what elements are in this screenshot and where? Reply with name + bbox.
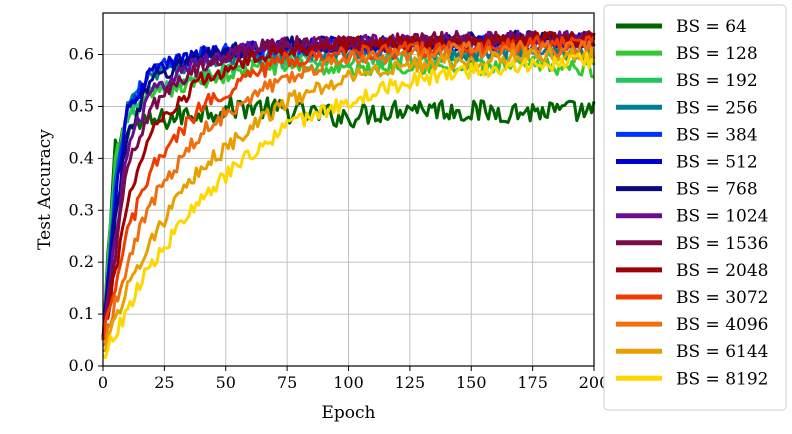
series-line: [101, 95, 596, 341]
x-axis-label: Epoch: [322, 403, 376, 423]
legend-label: BS = 128: [676, 44, 758, 64]
legend-label: BS = 64: [676, 17, 747, 37]
legend-label: BS = 1024: [676, 207, 768, 227]
y-tick-label: 0.2: [69, 252, 94, 271]
plot-frame: [102, 12, 595, 367]
legend-label: BS = 3072: [676, 288, 768, 308]
x-tick-label: 0: [98, 373, 108, 392]
series-line: [101, 30, 596, 341]
x-tick-label: 125: [395, 373, 426, 392]
axes-layer: 0 25 50 75 100 125 150 175 200 0.0 0.1 0.2 0.3 0.4 0.5…: [35, 12, 610, 423]
x-tick-label: 175: [517, 373, 548, 392]
x-tick-label: 200: [579, 373, 610, 392]
y-tick-label: 0.3: [69, 200, 94, 219]
x-tick-label: 100: [333, 373, 364, 392]
series-line: [102, 46, 596, 353]
x-tick-label: 75: [277, 373, 297, 392]
x-tick-label: 150: [456, 373, 487, 392]
legend-label: BS = 4096: [676, 315, 768, 335]
legend-label: BS = 384: [676, 125, 758, 145]
series-line: [102, 40, 596, 347]
x-tick-label: 50: [216, 373, 236, 392]
y-axis-label: Test Accuracy: [35, 129, 55, 250]
y-tick-label: 0.5: [69, 96, 94, 115]
series-layer: [101, 29, 596, 359]
legend-label: BS = 768: [676, 180, 758, 200]
series-line: [102, 51, 596, 359]
y-tick-label: 0.4: [69, 148, 94, 167]
legend-label: BS = 8192: [676, 369, 768, 389]
x-tick-label: 25: [154, 373, 174, 392]
legend-label: BS = 256: [676, 98, 758, 118]
y-tick-label: 0.1: [69, 304, 94, 323]
y-tick-label: 0.0: [69, 356, 94, 375]
y-tick-label: 0.6: [69, 45, 94, 64]
legend-label: BS = 192: [676, 71, 758, 91]
legend-label: BS = 1536: [676, 234, 768, 254]
legend: BS = 64 BS = 128 BS = 192 BS = 256 BS = 384 B…: [603, 4, 787, 411]
grid-layer: [102, 13, 595, 367]
legend-label: BS = 512: [676, 153, 758, 173]
legend-label: BS = 6144: [676, 342, 768, 362]
legend-label: BS = 2048: [676, 261, 768, 281]
